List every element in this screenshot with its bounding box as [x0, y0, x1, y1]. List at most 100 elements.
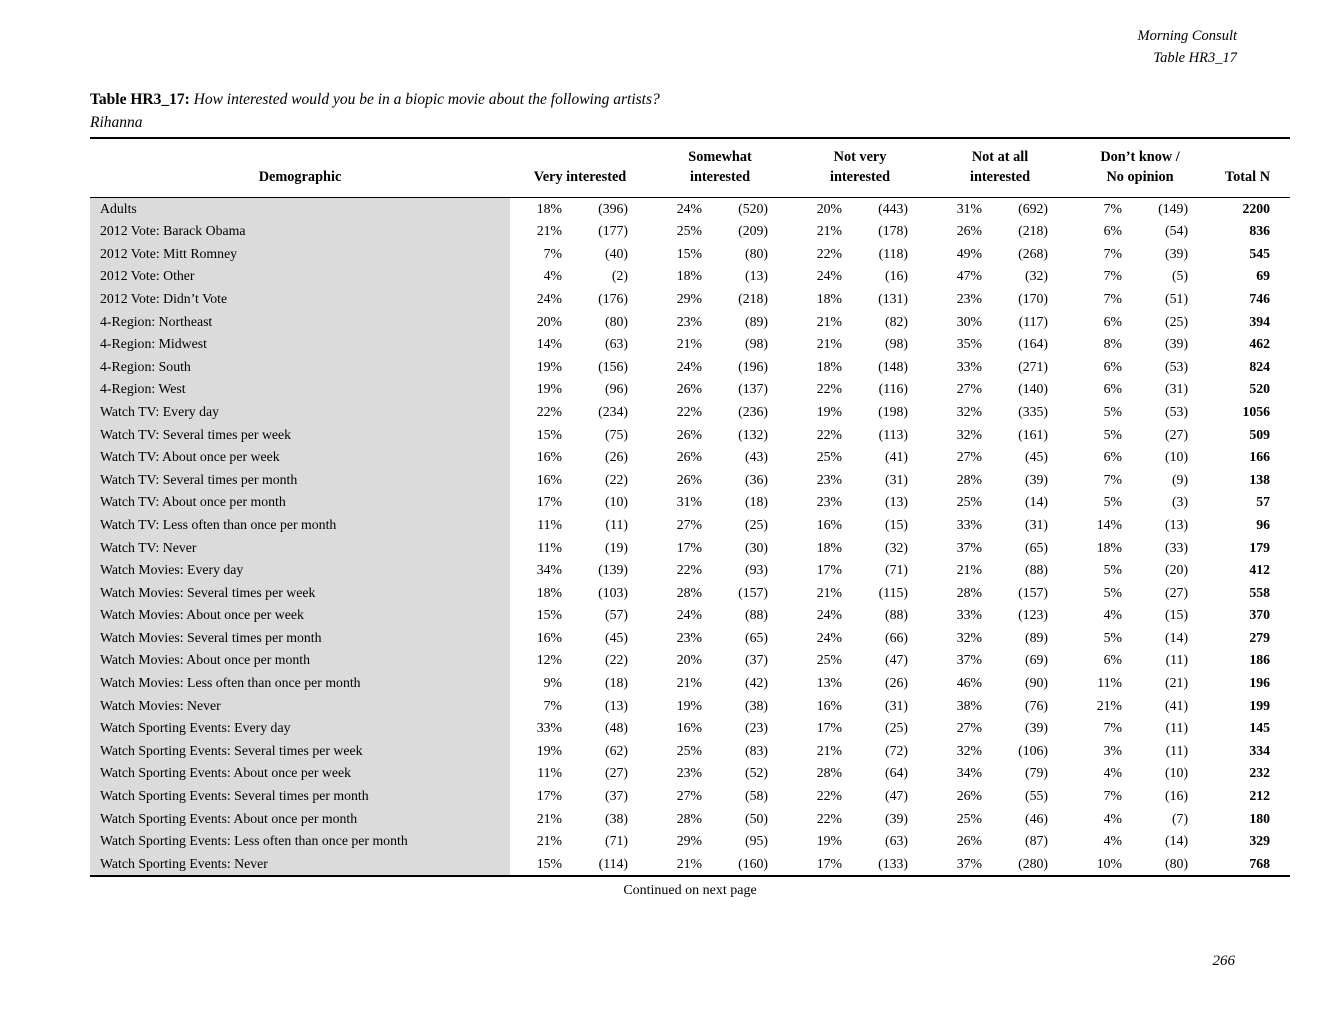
count-cell: (198) [878, 403, 909, 419]
count-cell: (25) [745, 516, 769, 532]
total-n-cell: 520 [1249, 381, 1271, 397]
percent-cell: 18% [536, 584, 562, 600]
count-cell: (106) [1018, 742, 1049, 758]
percent-cell: 31% [676, 494, 703, 510]
percent-cell: 14% [1096, 516, 1123, 532]
percent-cell: 20% [536, 313, 562, 329]
count-cell: (10) [605, 494, 629, 510]
count-cell: (209) [738, 223, 769, 239]
percent-cell: 23% [956, 290, 983, 306]
percent-cell: 19% [536, 742, 562, 758]
count-cell: (37) [605, 788, 629, 804]
percent-cell: 7% [1103, 788, 1123, 804]
table-row: 2012 Vote: Didn’t Vote 24% (176) 29% (218) 18… [90, 287, 1290, 311]
count-cell: (42) [745, 675, 769, 691]
count-cell: (65) [745, 629, 769, 645]
total-n-cell: 57 [1256, 494, 1271, 510]
percent-cell: 5% [1103, 584, 1123, 600]
demographic-cell: Watch Sporting Events: Never [90, 852, 510, 877]
percent-cell: 33% [956, 607, 983, 623]
count-cell: (71) [885, 562, 909, 578]
percent-cell: 7% [1103, 245, 1123, 261]
demographic-cell: Watch Movies: Never [90, 694, 510, 718]
demographic-cell: 2012 Vote: Didn’t Vote [90, 287, 510, 311]
count-cell: (82) [885, 313, 909, 329]
count-cell: (90) [1025, 675, 1049, 691]
percent-cell: 16% [536, 471, 562, 487]
total-n-cell: 186 [1249, 652, 1271, 668]
count-cell: (80) [1165, 855, 1189, 871]
title-label: Table HR3_17: [90, 91, 190, 108]
count-cell: (32) [1025, 268, 1049, 284]
count-cell: (89) [745, 313, 769, 329]
count-cell: (16) [1165, 788, 1189, 804]
count-cell: (178) [878, 223, 909, 239]
crosstab-table-wrap: Demographic Very interested Somewhat inte… [90, 137, 1291, 878]
percent-cell: 23% [676, 765, 703, 781]
percent-cell: 7% [1103, 720, 1123, 736]
count-cell: (45) [1025, 449, 1049, 465]
count-cell: (83) [745, 742, 769, 758]
table-row: Watch Sporting Events: Less often than o… [90, 830, 1290, 853]
count-cell: (18) [605, 675, 629, 691]
count-cell: (98) [745, 336, 769, 352]
count-cell: (40) [605, 245, 629, 261]
percent-cell: 24% [676, 358, 703, 374]
demographic-cell: Watch Movies: Several times per month [90, 626, 510, 650]
percent-cell: 7% [543, 245, 562, 261]
table-row: Watch Sporting Events: Several times per… [90, 739, 1290, 763]
count-cell: (14) [1025, 494, 1049, 510]
percent-cell: 18% [676, 268, 703, 284]
count-cell: (53) [1165, 403, 1189, 419]
title-line: Table HR3_17: How interested would you b… [90, 88, 1240, 111]
count-cell: (170) [1018, 290, 1049, 306]
percent-cell: 11% [537, 516, 562, 532]
table-row: Watch TV: Several times per month 16% (22)… [90, 468, 1290, 492]
total-n-cell: 824 [1249, 358, 1271, 374]
count-cell: (118) [878, 245, 909, 261]
percent-cell: 4% [1103, 607, 1123, 623]
col-header-total-n: Total N [1210, 138, 1291, 198]
percent-cell: 16% [676, 720, 703, 736]
count-cell: (88) [745, 607, 769, 623]
percent-cell: 24% [536, 290, 562, 306]
count-cell: (31) [885, 471, 909, 487]
count-cell: (9) [1171, 471, 1189, 487]
percent-cell: 27% [956, 720, 983, 736]
percent-cell: 25% [956, 494, 983, 510]
table-row: Watch TV: About once per month 17% (10) 31%… [90, 491, 1290, 514]
percent-cell: 21% [676, 675, 703, 691]
percent-cell: 4% [1103, 833, 1123, 849]
table-row: Watch TV: Several times per week 15% (75) 2… [90, 423, 1290, 447]
continued-note: Continued on next page [623, 883, 757, 898]
count-cell: (55) [1025, 788, 1049, 804]
total-n-cell: 509 [1249, 426, 1271, 442]
percent-cell: 4% [1103, 765, 1123, 781]
demographic-cell: 2012 Vote: Barack Obama [90, 220, 510, 243]
count-cell: (156) [598, 358, 629, 374]
percent-cell: 27% [676, 516, 703, 532]
total-n-cell: 545 [1249, 245, 1271, 261]
percent-cell: 33% [536, 720, 562, 736]
demographic-cell: 2012 Vote: Other [90, 265, 510, 288]
count-cell: (13) [605, 697, 629, 713]
col-header-not-very-interested: Not very interested [790, 138, 931, 198]
percent-cell: 13% [816, 675, 843, 691]
table-row: 4-Region: South 19% (156) 24% (196) 18% (148) 3… [90, 355, 1290, 379]
count-cell: (335) [1018, 403, 1049, 419]
col-header-dont-know: Don’t know / No opinion [1070, 138, 1211, 198]
percent-cell: 25% [676, 223, 703, 239]
percent-cell: 26% [676, 471, 703, 487]
count-cell: (132) [738, 426, 769, 442]
percent-cell: 26% [676, 381, 703, 397]
percent-cell: 34% [536, 562, 562, 578]
count-cell: (137) [738, 381, 769, 397]
percent-cell: 32% [956, 403, 983, 419]
percent-cell: 27% [676, 788, 703, 804]
percent-cell: 21% [1096, 697, 1123, 713]
percent-cell: 21% [816, 584, 843, 600]
count-cell: (96) [605, 381, 629, 397]
demographic-cell: Watch TV: Never [90, 536, 510, 560]
percent-cell: 26% [956, 788, 983, 804]
count-cell: (69) [1025, 652, 1049, 668]
